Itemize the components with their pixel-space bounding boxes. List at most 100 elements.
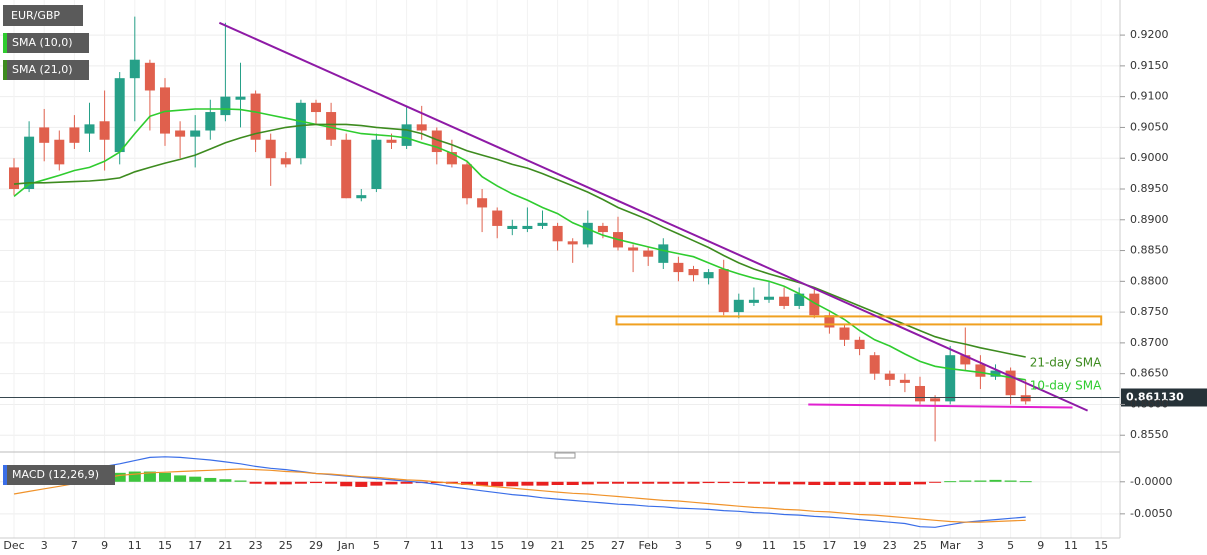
macd-histogram-bar [702,481,715,484]
candle-body [386,139,397,143]
macd-histogram-bar [536,481,549,486]
candle-body [371,139,382,189]
x-tick-label: 5 [705,539,712,552]
candle-body [9,167,19,189]
resistance-zone [615,315,1103,326]
macd-histogram-bar [189,476,202,482]
macd-histogram-bar [264,481,277,485]
candle-body [190,130,201,137]
sma-line [13,108,1026,381]
macd-histogram-bar [234,480,247,482]
candle-body [416,124,427,131]
y-tick-label: 0.8650 [1130,367,1169,380]
candle-body [356,195,367,199]
candle-body [718,269,729,313]
macd-histogram-bar [747,481,760,484]
x-tick-label: 15 [490,539,504,552]
candle-body [688,269,699,276]
macd-histogram-bar [823,481,836,485]
macd-histogram-bar [732,481,745,484]
candle-body [84,124,95,134]
candle-body [99,121,110,140]
x-tick-label: 15 [158,539,172,552]
legend-label: MACD (12,26,9) [12,468,99,481]
macd-histogram-bar [128,471,141,482]
macd-histogram-bar [1019,481,1032,483]
candle-body [748,299,759,303]
candle-body [597,225,608,233]
candle-body [69,127,80,143]
macd-histogram-bar [566,481,579,485]
candle-body [295,102,306,159]
macd-histogram-bar [627,481,640,484]
x-tick-label: 15 [792,539,806,552]
legend-label: SMA (10,0) [12,36,73,49]
candle-body [552,225,563,242]
macd-histogram-bar [959,480,972,482]
candle-body [265,139,276,159]
x-tick-label: 19 [520,539,534,552]
candle-body [235,96,246,100]
candle-body [431,130,442,153]
candle-body [869,355,880,374]
candle-body [477,198,488,208]
y-tick-label: 0.8900 [1130,213,1169,226]
candle-body [507,225,518,230]
macd-histogram-bar [929,481,942,483]
macd-histogram-bar [294,481,307,484]
candle-body [884,373,895,380]
candle-body [144,62,155,91]
macd-histogram-bar [370,481,383,486]
y-tick-label: 0.9150 [1130,59,1169,72]
y-tick-label: 0.8750 [1130,305,1169,318]
candle-body [341,139,352,199]
x-tick-label: 7 [71,539,78,552]
x-tick-label: 17 [822,539,836,552]
y-tick-label: 0.8800 [1130,274,1169,287]
macd-histogram-bar [657,481,670,484]
candle-body [250,93,261,140]
macd-histogram-bar [763,481,775,484]
candle-body [854,339,865,350]
macd-histogram-bar [974,480,987,482]
candle-body [567,241,578,245]
candle-body [39,127,50,143]
legend-swatch [3,33,7,53]
legend-box [3,60,89,80]
candle-body [326,112,337,140]
x-tick-label: 25 [581,539,595,552]
candle-body [628,247,639,251]
candle-body [537,222,548,226]
x-tick-label: 23 [883,539,897,552]
macd-histogram-bar [808,481,821,485]
panel-handle[interactable] [554,452,576,459]
macd-histogram-bar [340,481,353,487]
candle-body [114,78,125,153]
last-price-label: 0.861130 [1126,390,1184,403]
candle-body [703,272,714,279]
y-tick-label: 0.8550 [1130,428,1169,441]
macd-histogram-bar [883,481,896,485]
annotation: 21-day SMA [1030,356,1102,370]
macd-histogram-bar [793,481,806,485]
x-tick-label: 3 [977,539,984,552]
y-tick-label: 0.8850 [1130,244,1169,257]
candle-body [160,87,170,134]
macd-histogram-bar [219,479,232,482]
candle-body [930,398,941,402]
legend-label: SMA (21,0) [12,63,73,76]
x-tick-label: Jan [337,539,355,552]
candle-body [492,210,503,226]
candle-body [824,315,835,328]
macd-histogram-bar [491,481,504,487]
macd-histogram-bar [385,481,398,485]
y-tick-label: 0.9200 [1130,28,1169,41]
signal-line [13,468,1026,523]
macd-histogram-bar [461,481,473,485]
macd-histogram-bar [868,481,881,485]
candle-body [462,164,472,199]
candle-body [643,250,654,257]
x-tick-label: 27 [611,539,625,552]
